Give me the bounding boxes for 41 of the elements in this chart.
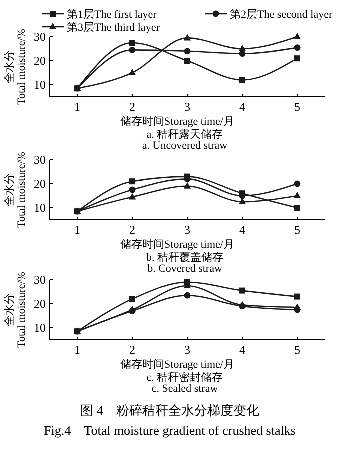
x-axis-title: 储存时间Storage time/月 (120, 358, 234, 371)
text: a. Uncovered straw (142, 140, 228, 152)
x-tick-label: 2 (130, 223, 136, 237)
y-tick-label: 10 (34, 78, 46, 92)
y-tick-label: 30 (34, 30, 46, 44)
y-tick-label: 30 (34, 153, 46, 167)
y-axis-title: 全水分 Total moisture/% (3, 272, 28, 348)
y-axis-title: 全水分 Total moisture/% (3, 152, 28, 228)
legend-label: 第2层The second layer (230, 9, 333, 21)
y-tick-label: 20 (34, 54, 46, 68)
legend-label: 第3层The third layer (67, 22, 160, 34)
x-tick-label: 3 (184, 343, 190, 357)
legend-label: 第1层The first layer (67, 9, 158, 21)
x-tick-label: 4 (240, 343, 246, 357)
x-tick-label: 4 (240, 223, 246, 237)
x-tick-label: 1 (74, 100, 80, 114)
x-axis-title: 储存时间Storage time/月 (120, 115, 234, 128)
x-tick-label: 1 (74, 223, 80, 237)
x-tick-label: 5 (294, 100, 300, 114)
text: c. Sealed straw (152, 383, 218, 395)
text: b. 秸秆覆盖储存 (146, 251, 224, 264)
caption: Fig.4 Total moisture gradient of crushed stalks (44, 423, 296, 438)
x-tick-label: 3 (184, 223, 190, 237)
y-tick-label: 20 (34, 177, 46, 191)
x-tick-label: 5 (294, 343, 300, 357)
text: c. 秸秆密封储存 (146, 371, 224, 384)
y-tick-label: 20 (34, 297, 46, 311)
x-tick-label: 5 (294, 223, 300, 237)
x-axis-title: 储存时间Storage time/月 (120, 238, 234, 251)
y-axis-title: 全水分 Total moisture/% (3, 29, 28, 105)
x-tick-label: 2 (130, 100, 136, 114)
y-tick-label: 10 (34, 201, 46, 215)
y-tick-label: 10 (34, 321, 46, 335)
x-tick-label: 4 (240, 100, 246, 114)
caption: 图 4 粉碎秸秆全水分梯度变化 (80, 403, 260, 418)
text: a. 秸秆露天储存 (146, 128, 224, 141)
x-tick-label: 1 (74, 343, 80, 357)
x-tick-label: 3 (184, 100, 190, 114)
text: b. Covered straw (148, 263, 222, 275)
y-tick-label: 30 (34, 273, 46, 287)
x-tick-label: 2 (130, 343, 136, 357)
